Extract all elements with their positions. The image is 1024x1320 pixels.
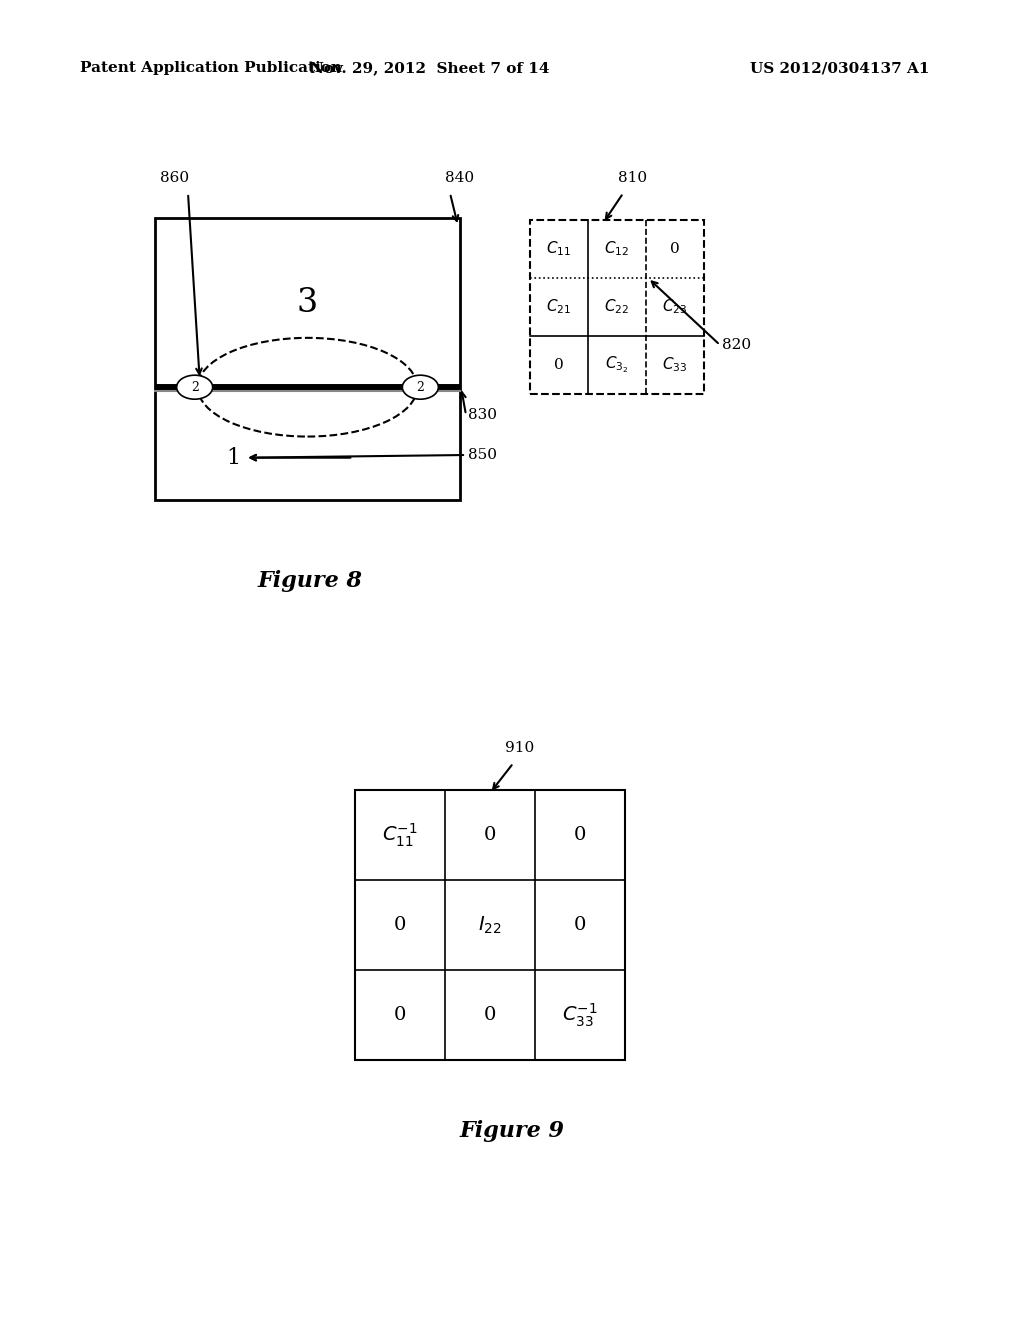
Text: Figure 8: Figure 8	[257, 570, 362, 591]
Text: $C_{33}^{-1}$: $C_{33}^{-1}$	[562, 1002, 598, 1028]
Text: $C_{11}$: $C_{11}$	[547, 240, 571, 259]
Text: 830: 830	[468, 408, 497, 422]
Text: 840: 840	[445, 172, 474, 185]
Text: 2: 2	[417, 380, 424, 393]
Text: 0: 0	[573, 826, 586, 843]
Text: US 2012/0304137 A1: US 2012/0304137 A1	[750, 61, 930, 75]
Text: 0: 0	[483, 1006, 497, 1024]
Text: 820: 820	[722, 338, 752, 352]
Text: $C_{33}$: $C_{33}$	[663, 355, 688, 375]
Bar	[155, 218, 460, 500]
Ellipse shape	[402, 375, 438, 399]
Bar	[355, 789, 625, 1060]
Text: Nov. 29, 2012  Sheet 7 of 14: Nov. 29, 2012 Sheet 7 of 14	[310, 61, 550, 75]
Text: $C_{11}^{-1}$: $C_{11}^{-1}$	[382, 821, 418, 849]
Text: Figure 9: Figure 9	[460, 1119, 564, 1142]
Text: 0: 0	[483, 826, 497, 843]
Text: 810: 810	[618, 172, 647, 185]
Text: 0: 0	[573, 916, 586, 935]
Text: 0: 0	[394, 1006, 407, 1024]
Text: 860: 860	[160, 172, 189, 185]
Text: $C_{22}$: $C_{22}$	[604, 297, 630, 317]
Ellipse shape	[177, 375, 213, 399]
Text: $C_{3_2}$: $C_{3_2}$	[605, 355, 629, 375]
Text: 3: 3	[297, 286, 318, 318]
Text: Patent Application Publication: Patent Application Publication	[80, 61, 342, 75]
Text: 0: 0	[394, 916, 407, 935]
Text: 0: 0	[670, 242, 680, 256]
Text: 850: 850	[468, 447, 497, 462]
Text: 2: 2	[190, 380, 199, 393]
Text: 0: 0	[554, 358, 564, 372]
Text: $C_{23}$: $C_{23}$	[663, 297, 688, 317]
Text: $I_{22}$: $I_{22}$	[478, 915, 502, 936]
Text: 1: 1	[226, 446, 241, 469]
Bar	[530, 220, 705, 393]
Text: $C_{12}$: $C_{12}$	[604, 240, 630, 259]
Text: 910: 910	[506, 741, 535, 755]
Text: $C_{21}$: $C_{21}$	[547, 297, 571, 317]
